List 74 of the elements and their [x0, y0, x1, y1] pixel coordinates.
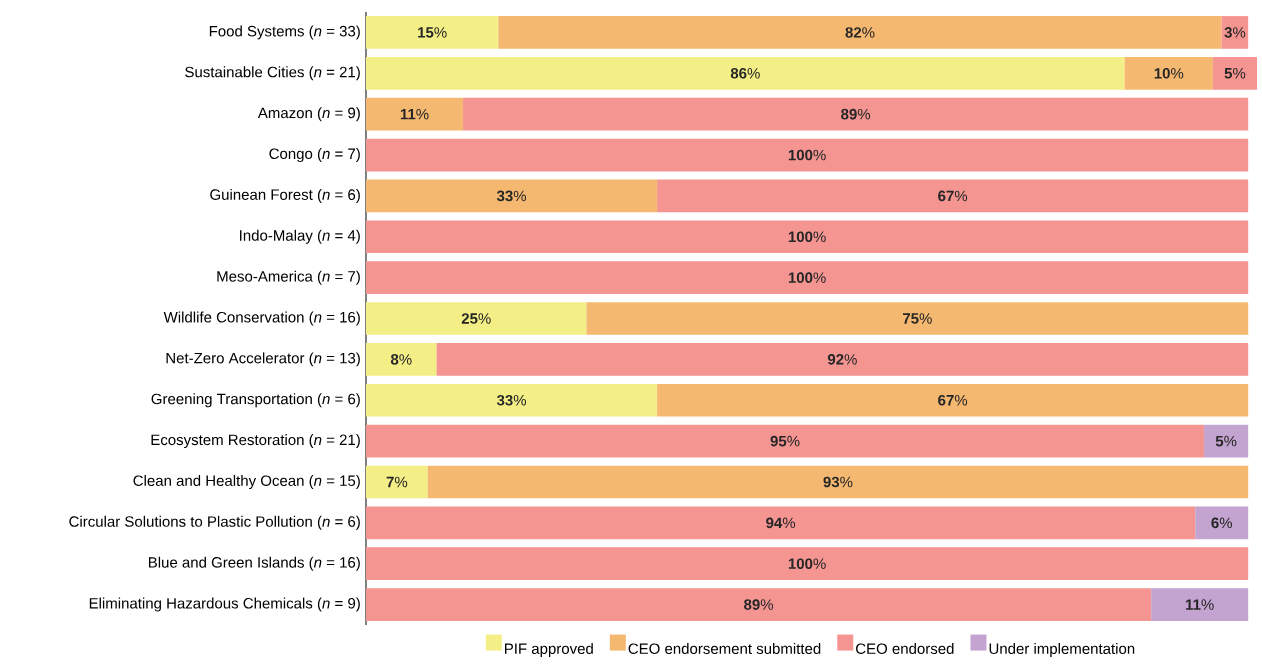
bar	[366, 588, 1152, 621]
y-tick-label: Food Systems (n = 33)	[209, 25, 360, 40]
y-tick-label: Amazon (n = 9)	[257, 107, 360, 122]
legend-label: CEO endorsement submitted	[628, 643, 821, 655]
bar	[586, 302, 1249, 335]
bar	[1212, 56, 1258, 90]
data-label: 100%	[788, 272, 826, 283]
bar	[366, 56, 1125, 90]
bar	[463, 97, 1249, 131]
y-tick-label: Eliminating Hazardous Chemicals (n = 9)	[89, 597, 360, 612]
data-label: 94%	[766, 517, 796, 529]
data-label: 3%	[1224, 27, 1246, 38]
data-label: 89%	[744, 599, 774, 610]
bar	[366, 220, 1249, 254]
data-label: 82%	[845, 27, 875, 38]
data-label: 33%	[496, 190, 527, 202]
data-label: 67%	[938, 190, 968, 202]
y-tick-label: Wildlife Conservation (n = 16)	[163, 311, 360, 326]
y-tick-label: Guinean Forest (n = 6)	[210, 188, 360, 203]
y-tick-label: Congo (n = 7)	[269, 148, 360, 163]
data-label: 33%	[496, 394, 527, 406]
bar	[657, 383, 1249, 417]
data-label: 7%	[386, 476, 408, 488]
bar	[366, 261, 1249, 294]
bar	[366, 138, 1249, 172]
data-label: 100%	[788, 149, 826, 161]
data-label: 95%	[770, 435, 800, 447]
y-tick-label: Indo-Malay (n = 4)	[240, 229, 360, 244]
data-label: 86%	[730, 67, 760, 79]
data-label: 25%	[461, 313, 491, 324]
bar	[427, 465, 1249, 499]
data-label: 89%	[841, 108, 871, 120]
data-label: 8%	[390, 354, 412, 365]
bar	[366, 383, 658, 417]
bar	[657, 179, 1249, 213]
data-label: 6%	[1211, 517, 1233, 529]
data-label: 75%	[903, 313, 932, 324]
bar	[1204, 424, 1249, 458]
bar	[1151, 588, 1249, 621]
bar	[366, 97, 464, 131]
bar	[1195, 506, 1249, 540]
bar	[366, 16, 499, 49]
legend-label: PIF approved	[505, 643, 593, 657]
bar	[366, 343, 437, 376]
bar	[366, 424, 1205, 458]
data-label: 93%	[823, 476, 853, 488]
y-tick-label: Blue and Green Islands (n = 16)	[148, 556, 360, 571]
data-label: 100%	[788, 231, 826, 243]
bar	[366, 506, 1196, 540]
bar	[366, 465, 428, 499]
data-label: 11%	[1186, 599, 1214, 610]
data-label: 10%	[1154, 67, 1184, 79]
legend-label: CEO endorsed	[856, 643, 954, 655]
y-tick-label: Meso-America (n = 7)	[217, 270, 360, 285]
bar	[436, 343, 1249, 376]
data-label: 100%	[788, 558, 826, 570]
data-label: 92%	[827, 354, 857, 365]
data-label: 67%	[938, 394, 968, 406]
y-tick-label: Circular Solutions to Plastic Pollution (n = 6)	[69, 515, 360, 530]
y-tick-label: Greening Transportation (n = 6)	[151, 393, 360, 408]
y-tick-label: Clean and Healthy Ocean (n = 15)	[133, 474, 360, 489]
data-label: 15%	[418, 27, 447, 38]
data-label: 5%	[1224, 68, 1246, 79]
legend-label: Under implementation	[989, 643, 1135, 657]
data-label: 5%	[1215, 435, 1237, 447]
bar	[366, 179, 658, 213]
bar	[366, 302, 587, 335]
y-tick-label: Ecosystem Restoration (n = 21)	[151, 434, 360, 449]
y-tick-label: Sustainable Cities (n = 21)	[185, 66, 360, 81]
data-label: 11%	[400, 108, 429, 120]
y-tick-label: Net-Zero Accelerator (n = 13)	[166, 352, 360, 367]
bar	[366, 547, 1249, 581]
bar	[498, 16, 1222, 49]
bar	[1124, 56, 1213, 90]
